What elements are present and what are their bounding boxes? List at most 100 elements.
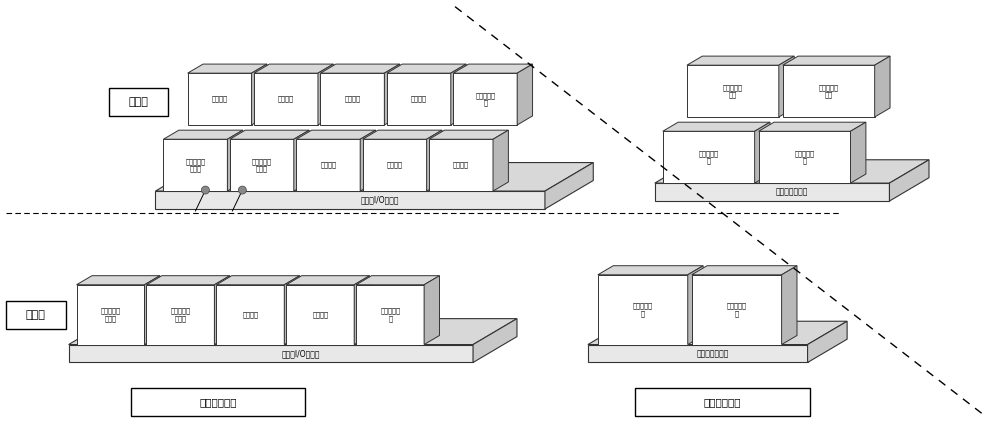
Polygon shape bbox=[783, 65, 875, 117]
Polygon shape bbox=[188, 64, 267, 73]
Polygon shape bbox=[588, 321, 847, 344]
Polygon shape bbox=[356, 276, 439, 285]
Polygon shape bbox=[429, 139, 493, 191]
Polygon shape bbox=[163, 139, 227, 191]
Text: 分布式计算
模块: 分布式计算 模块 bbox=[819, 84, 839, 98]
Polygon shape bbox=[69, 319, 517, 344]
Polygon shape bbox=[254, 64, 333, 73]
Text: 存储模块: 存储模块 bbox=[278, 96, 294, 102]
Polygon shape bbox=[493, 130, 508, 191]
Text: 基础软件部分: 基础软件部分 bbox=[703, 397, 741, 408]
Polygon shape bbox=[356, 285, 424, 344]
Polygon shape bbox=[254, 73, 318, 125]
Text: 核心区I/O控制板: 核心区I/O控制板 bbox=[361, 195, 399, 205]
Polygon shape bbox=[230, 139, 294, 191]
Polygon shape bbox=[663, 131, 755, 183]
Polygon shape bbox=[473, 319, 517, 362]
Polygon shape bbox=[663, 122, 770, 131]
Polygon shape bbox=[77, 285, 144, 344]
Polygon shape bbox=[851, 122, 866, 183]
Polygon shape bbox=[782, 266, 797, 344]
Polygon shape bbox=[783, 56, 890, 65]
Polygon shape bbox=[451, 64, 466, 125]
Circle shape bbox=[201, 186, 209, 194]
Polygon shape bbox=[655, 183, 889, 201]
Polygon shape bbox=[286, 285, 354, 344]
Text: 交换区I/O控制板: 交换区I/O控制板 bbox=[282, 349, 320, 358]
Polygon shape bbox=[363, 139, 427, 191]
Text: 存储模块: 存储模块 bbox=[212, 96, 228, 102]
Text: 计算模块: 计算模块 bbox=[453, 162, 469, 168]
Polygon shape bbox=[429, 130, 508, 139]
Polygon shape bbox=[155, 191, 545, 209]
Polygon shape bbox=[360, 130, 376, 191]
Polygon shape bbox=[779, 56, 794, 117]
Polygon shape bbox=[69, 344, 473, 362]
Polygon shape bbox=[77, 276, 160, 285]
Text: 关系型数据
库: 关系型数据 库 bbox=[699, 150, 719, 164]
Text: 交换区操作系统: 交换区操作系统 bbox=[697, 349, 729, 358]
Text: 存储模块: 存储模块 bbox=[344, 96, 360, 102]
Text: 计算模块: 计算模块 bbox=[242, 312, 258, 318]
Text: 交换区: 交换区 bbox=[26, 310, 46, 320]
Polygon shape bbox=[354, 276, 370, 344]
Polygon shape bbox=[318, 64, 333, 125]
Polygon shape bbox=[155, 163, 593, 191]
Polygon shape bbox=[692, 266, 797, 275]
FancyBboxPatch shape bbox=[6, 301, 66, 329]
Text: 单向重定发
送模块: 单向重定发 送模块 bbox=[170, 308, 190, 322]
Polygon shape bbox=[294, 130, 309, 191]
Polygon shape bbox=[214, 276, 230, 344]
Polygon shape bbox=[687, 56, 794, 65]
Polygon shape bbox=[588, 344, 808, 362]
Polygon shape bbox=[163, 130, 243, 139]
Polygon shape bbox=[453, 73, 517, 125]
Polygon shape bbox=[387, 64, 466, 73]
Text: 计算模块: 计算模块 bbox=[320, 162, 336, 168]
Text: 存储模块: 存储模块 bbox=[312, 312, 328, 318]
Polygon shape bbox=[687, 65, 779, 117]
Text: 文件存储系
统: 文件存储系 统 bbox=[727, 303, 747, 317]
Polygon shape bbox=[875, 56, 890, 117]
Polygon shape bbox=[387, 73, 451, 125]
Polygon shape bbox=[427, 130, 442, 191]
Polygon shape bbox=[230, 130, 309, 139]
Text: 分布式存储
模块: 分布式存储 模块 bbox=[723, 84, 743, 98]
Polygon shape bbox=[688, 266, 703, 344]
Polygon shape bbox=[545, 163, 593, 209]
Text: 网络传输模
块: 网络传输模 块 bbox=[475, 92, 495, 106]
Polygon shape bbox=[598, 275, 688, 344]
Polygon shape bbox=[424, 276, 439, 344]
Polygon shape bbox=[889, 160, 929, 201]
Polygon shape bbox=[286, 276, 370, 285]
Text: 网络传输模
块: 网络传输模 块 bbox=[380, 308, 400, 322]
Polygon shape bbox=[320, 73, 384, 125]
FancyBboxPatch shape bbox=[109, 88, 168, 116]
Text: 单向消息接
收模块: 单向消息接 收模块 bbox=[101, 308, 121, 322]
Polygon shape bbox=[227, 130, 243, 191]
Polygon shape bbox=[144, 276, 160, 344]
Polygon shape bbox=[655, 160, 929, 183]
Polygon shape bbox=[363, 130, 442, 139]
Text: 核心区操作系统: 核心区操作系统 bbox=[776, 188, 808, 197]
Polygon shape bbox=[517, 64, 533, 125]
Polygon shape bbox=[296, 139, 360, 191]
Text: 关系型数据
库: 关系型数据 库 bbox=[633, 303, 653, 317]
Text: 文件存储系
统: 文件存储系 统 bbox=[795, 150, 815, 164]
Polygon shape bbox=[759, 131, 851, 183]
Text: 核心区: 核心区 bbox=[129, 97, 148, 107]
FancyBboxPatch shape bbox=[131, 389, 305, 416]
Text: 存储模块: 存储模块 bbox=[411, 96, 427, 102]
Polygon shape bbox=[146, 276, 230, 285]
FancyBboxPatch shape bbox=[635, 389, 810, 416]
Polygon shape bbox=[598, 266, 703, 275]
Polygon shape bbox=[188, 73, 252, 125]
Text: 基础硬件部分: 基础硬件部分 bbox=[199, 397, 237, 408]
Polygon shape bbox=[808, 321, 847, 362]
Polygon shape bbox=[146, 285, 214, 344]
Polygon shape bbox=[216, 276, 300, 285]
Text: 单向消息发
送模块: 单向消息发 送模块 bbox=[185, 158, 205, 172]
Circle shape bbox=[238, 186, 246, 194]
Text: 单向重定接
收模块: 单向重定接 收模块 bbox=[252, 158, 272, 172]
Polygon shape bbox=[755, 122, 770, 183]
